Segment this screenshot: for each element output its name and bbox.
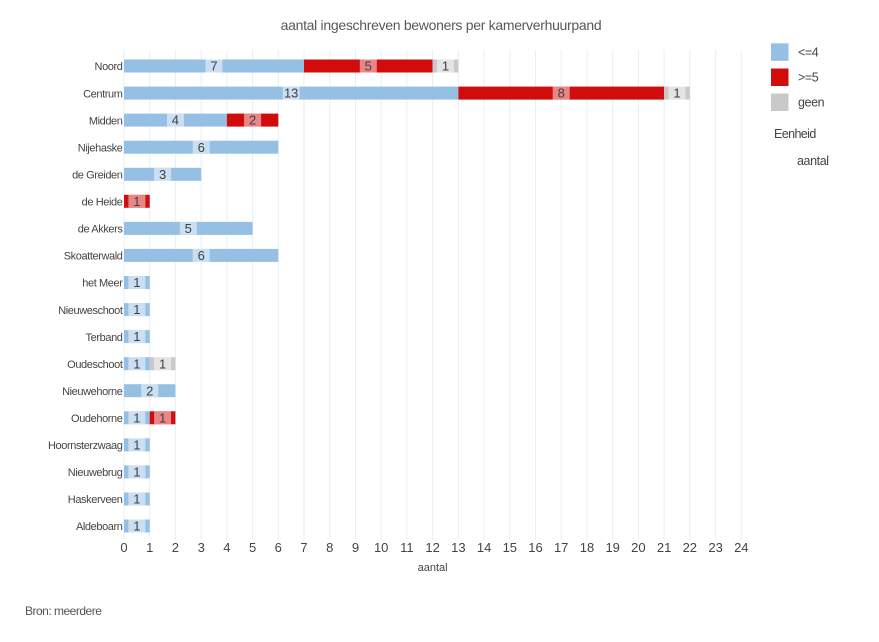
svg-text:Midden: Midden <box>89 115 123 127</box>
svg-text:aantal: aantal <box>418 562 448 574</box>
svg-text:24: 24 <box>734 540 748 555</box>
svg-text:Aldeboarn: Aldeboarn <box>76 521 123 533</box>
svg-text:1: 1 <box>133 438 140 453</box>
svg-text:23: 23 <box>708 540 722 555</box>
svg-text:Nijehaske: Nijehaske <box>78 142 123 154</box>
svg-text:1: 1 <box>133 356 140 371</box>
svg-text:8: 8 <box>326 540 333 555</box>
svg-text:3: 3 <box>159 167 166 182</box>
svg-text:het Meer: het Meer <box>82 278 123 290</box>
svg-text:20: 20 <box>631 540 645 555</box>
svg-text:Centrum: Centrum <box>83 88 123 100</box>
svg-text:Oudeschoot: Oudeschoot <box>67 359 123 371</box>
svg-text:5: 5 <box>185 221 192 236</box>
svg-text:7: 7 <box>300 540 307 555</box>
svg-text:Skoatterwald: Skoatterwald <box>64 251 123 263</box>
svg-text:2: 2 <box>249 113 256 128</box>
svg-text:15: 15 <box>503 540 517 555</box>
svg-text:Eenheid: Eenheid <box>774 127 816 141</box>
svg-text:aantal ingeschreven bewoners p: aantal ingeschreven bewoners per kamerve… <box>281 17 602 33</box>
svg-text:1: 1 <box>133 302 140 317</box>
svg-text:Hoornsterzwaag: Hoornsterzwaag <box>48 440 123 452</box>
svg-text:1: 1 <box>133 519 140 534</box>
svg-text:Nieuwehorne: Nieuwehorne <box>62 386 123 398</box>
svg-text:Bron: meerdere: Bron: meerdere <box>25 604 102 618</box>
svg-text:22: 22 <box>683 540 697 555</box>
svg-text:1: 1 <box>133 465 140 480</box>
svg-text:18: 18 <box>580 540 594 555</box>
svg-text:5: 5 <box>249 540 256 555</box>
svg-text:1: 1 <box>146 540 153 555</box>
svg-text:7: 7 <box>210 59 217 74</box>
svg-text:16: 16 <box>528 540 542 555</box>
svg-text:de Akkers: de Akkers <box>78 224 124 236</box>
svg-text:6: 6 <box>198 248 205 263</box>
svg-text:19: 19 <box>605 540 619 555</box>
svg-text:1: 1 <box>159 356 166 371</box>
svg-text:de Greiden: de Greiden <box>72 170 123 182</box>
svg-text:1: 1 <box>133 329 140 344</box>
svg-text:1: 1 <box>133 275 140 290</box>
svg-text:Terband: Terband <box>86 332 123 344</box>
svg-text:de Heide: de Heide <box>82 197 123 209</box>
svg-text:13: 13 <box>284 86 298 101</box>
svg-text:<=4: <=4 <box>798 45 819 59</box>
svg-text:4: 4 <box>223 540 230 555</box>
svg-text:8: 8 <box>558 86 565 101</box>
svg-text:geen: geen <box>798 96 825 110</box>
svg-text:17: 17 <box>554 540 568 555</box>
svg-text:21: 21 <box>657 540 671 555</box>
svg-text:4: 4 <box>172 113 179 128</box>
svg-text:Haskerveen: Haskerveen <box>68 494 123 506</box>
svg-text:2: 2 <box>172 540 179 555</box>
svg-text:aantal: aantal <box>797 154 829 168</box>
svg-text:11: 11 <box>400 540 414 555</box>
svg-text:Nieuweschoot: Nieuweschoot <box>58 305 123 317</box>
svg-text:9: 9 <box>352 540 359 555</box>
svg-text:10: 10 <box>374 540 388 555</box>
svg-text:13: 13 <box>451 540 465 555</box>
svg-text:6: 6 <box>275 540 282 555</box>
svg-text:1: 1 <box>159 410 166 425</box>
svg-text:1: 1 <box>133 492 140 507</box>
svg-text:1: 1 <box>133 410 140 425</box>
svg-text:Noord: Noord <box>95 61 123 73</box>
svg-text:1: 1 <box>442 59 449 74</box>
svg-text:1: 1 <box>133 194 140 209</box>
svg-text:12: 12 <box>425 540 439 555</box>
svg-text:14: 14 <box>477 540 491 555</box>
svg-text:>=5: >=5 <box>798 71 819 85</box>
svg-text:3: 3 <box>198 540 205 555</box>
svg-text:0: 0 <box>120 540 127 555</box>
svg-text:6: 6 <box>198 140 205 155</box>
svg-text:1: 1 <box>673 86 680 101</box>
svg-text:5: 5 <box>365 59 372 74</box>
svg-text:2: 2 <box>146 383 153 398</box>
svg-text:Oudehorne: Oudehorne <box>71 413 123 425</box>
svg-text:Nieuwebrug: Nieuwebrug <box>68 467 123 479</box>
